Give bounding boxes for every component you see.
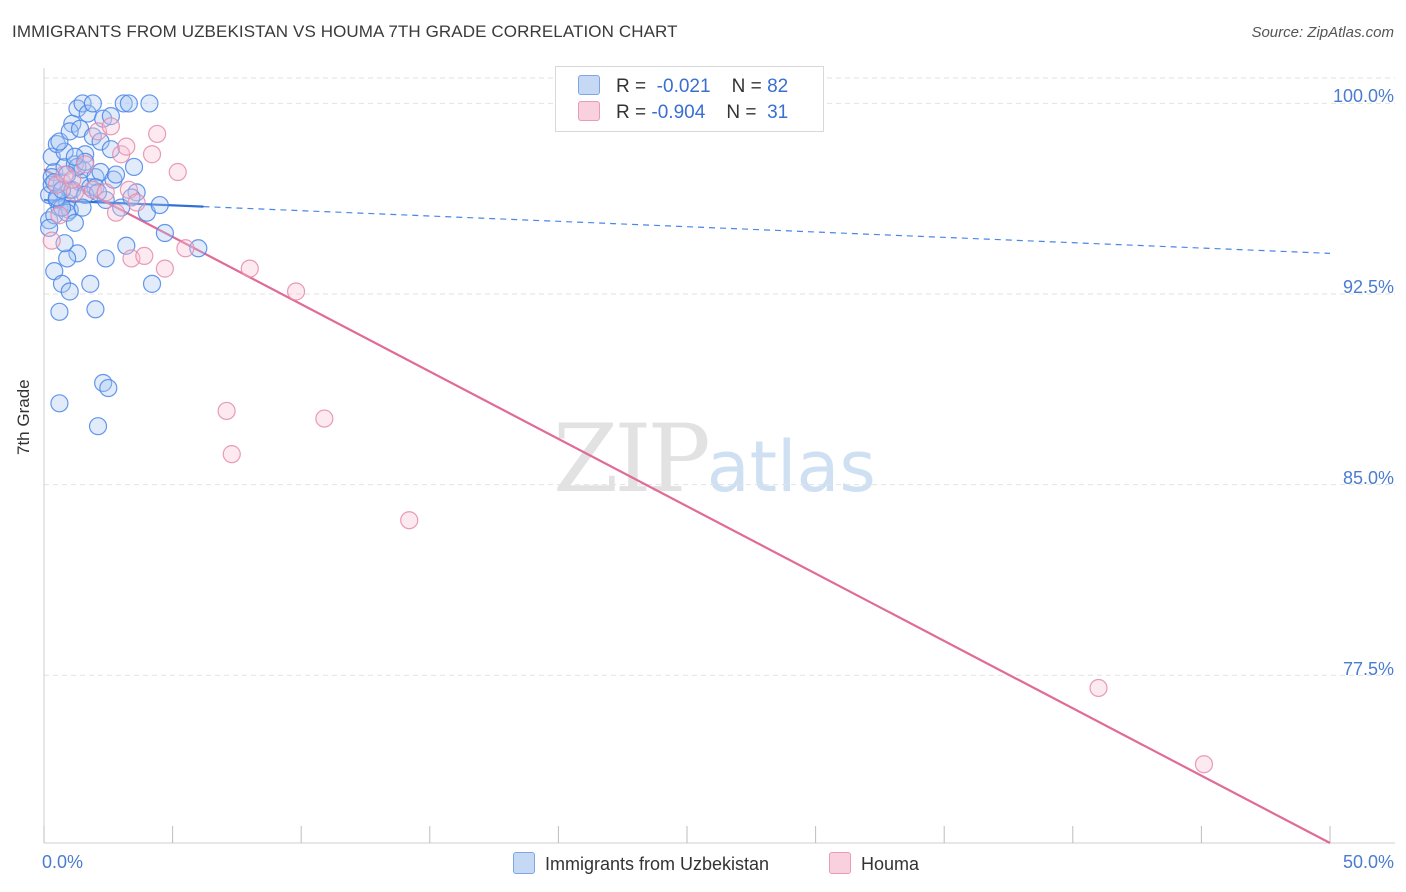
- data-point-houma: [63, 170, 82, 189]
- data-point-uzbekistan: [94, 373, 113, 393]
- bottom-legend-label-uzbekistan: Immigrants from Uzbekistan: [545, 854, 770, 874]
- data-point-houma: [117, 137, 136, 156]
- axis-layer: [43, 68, 1395, 844]
- legend-n-label: N =: [726, 102, 757, 123]
- data-point-houma: [155, 259, 174, 278]
- legend-n-value: 82: [767, 76, 789, 97]
- data-point-uzbekistan: [83, 94, 102, 113]
- y-tick-label-77-5: 77.5%: [1342, 659, 1394, 679]
- trendline-uzbekistan-dashed: [203, 206, 1331, 254]
- data-point-uzbekistan: [96, 249, 115, 268]
- y-axis-label: 7th Grade: [14, 379, 33, 455]
- watermark-zip: ZIP: [553, 405, 711, 514]
- data-point-uzbekistan: [99, 378, 118, 398]
- points-layer: [40, 94, 1214, 774]
- data-point-houma: [176, 239, 195, 258]
- legend-row-houma: R = -0.904 N = 31: [578, 101, 788, 125]
- data-point-uzbekistan: [81, 274, 100, 293]
- legend-swatch-blue: [578, 75, 600, 95]
- data-point-uzbekistan: [52, 274, 72, 293]
- data-point-uzbekistan: [55, 142, 74, 161]
- data-point-houma: [101, 117, 120, 136]
- data-point-houma: [142, 145, 162, 164]
- x-tick-label-max: 50.0%: [1342, 852, 1394, 872]
- trendline-uzbekistan-solid: [43, 198, 204, 208]
- data-point-uzbekistan: [114, 94, 133, 113]
- data-point-houma: [148, 124, 167, 144]
- data-point-houma: [76, 155, 95, 174]
- data-point-houma: [217, 401, 236, 421]
- legend-n-value: 31: [767, 102, 789, 123]
- bottom-legend-houma[interactable]: Houma: [829, 852, 919, 875]
- data-point-uzbekistan: [119, 94, 138, 113]
- trend-layer: [43, 168, 1331, 844]
- data-point-uzbekistan: [58, 249, 77, 268]
- data-point-houma: [240, 259, 259, 278]
- data-point-uzbekistan: [65, 213, 84, 232]
- data-point-uzbekistan: [155, 223, 174, 243]
- data-point-uzbekistan: [96, 190, 115, 210]
- bottom-legend-uzbekistan[interactable]: Immigrants from Uzbekistan: [513, 852, 769, 875]
- data-point-uzbekistan: [86, 178, 105, 197]
- data-point-houma: [168, 162, 187, 182]
- x-tick-label-min: 0.0%: [42, 852, 84, 872]
- source-label: Source: ZipAtlas.com: [1251, 24, 1394, 41]
- data-point-houma: [315, 409, 334, 428]
- watermark: ZIPatlas: [553, 405, 876, 514]
- bottom-legend-label-houma: Houma: [861, 854, 920, 874]
- data-point-uzbekistan: [60, 282, 79, 301]
- data-point-uzbekistan: [73, 198, 92, 217]
- legend-r-value: -0.021: [656, 76, 711, 97]
- data-point-uzbekistan: [68, 244, 87, 263]
- trendline-houma: [43, 168, 1331, 844]
- stats-legend: R = -0.021 N = 82 R = -0.904 N = 31: [555, 66, 824, 132]
- legend-r-value: -0.904: [651, 102, 706, 123]
- data-point-houma: [135, 246, 154, 266]
- data-point-uzbekistan: [73, 94, 92, 113]
- data-point-uzbekistan: [150, 195, 169, 215]
- data-point-uzbekistan: [47, 134, 66, 154]
- data-point-uzbekistan: [124, 157, 144, 177]
- y-tick-label-100: 100.0%: [1332, 86, 1394, 106]
- data-point-uzbekistan: [88, 183, 108, 202]
- data-point-uzbekistan: [50, 394, 69, 413]
- data-point-houma: [222, 445, 241, 464]
- data-point-uzbekistan: [86, 300, 105, 319]
- data-point-houma: [400, 511, 419, 530]
- data-point-houma: [286, 282, 306, 301]
- legend-r-label: R =: [616, 102, 647, 123]
- legend-r-label: R =: [616, 76, 647, 97]
- data-point-houma: [42, 231, 61, 250]
- data-point-uzbekistan: [142, 274, 162, 293]
- data-point-houma: [106, 203, 126, 222]
- data-point-houma: [127, 193, 146, 212]
- y-tick-label-92-5: 92.5%: [1342, 277, 1394, 297]
- data-point-uzbekistan: [65, 147, 84, 166]
- data-point-uzbekistan: [140, 94, 159, 113]
- data-point-uzbekistan: [45, 173, 64, 192]
- chart-title: IMMIGRANTS FROM UZBEKISTAN VS HOUMA 7TH …: [12, 22, 678, 41]
- data-point-houma: [50, 206, 69, 225]
- data-point-uzbekistan: [189, 239, 208, 258]
- data-point-uzbekistan: [101, 140, 120, 159]
- bottom-legend-swatch-pink: [829, 852, 851, 874]
- data-point-uzbekistan: [106, 165, 126, 184]
- legend-n-label: N =: [731, 76, 762, 97]
- data-point-uzbekistan: [101, 107, 120, 126]
- bottom-legend-swatch-blue: [513, 852, 535, 874]
- data-point-houma: [1089, 678, 1108, 698]
- watermark-atlas: atlas: [706, 426, 876, 508]
- data-point-houma: [96, 183, 115, 202]
- legend-row-uzbekistan: R = -0.021 N = 82: [578, 75, 788, 99]
- legend-swatch-pink: [578, 101, 600, 121]
- y-tick-label-85: 85.0%: [1342, 468, 1394, 488]
- data-point-houma: [1194, 755, 1214, 774]
- data-point-uzbekistan: [40, 211, 59, 230]
- data-point-uzbekistan: [50, 302, 69, 321]
- data-point-uzbekistan: [88, 417, 108, 436]
- grid-layer: [44, 77, 1395, 676]
